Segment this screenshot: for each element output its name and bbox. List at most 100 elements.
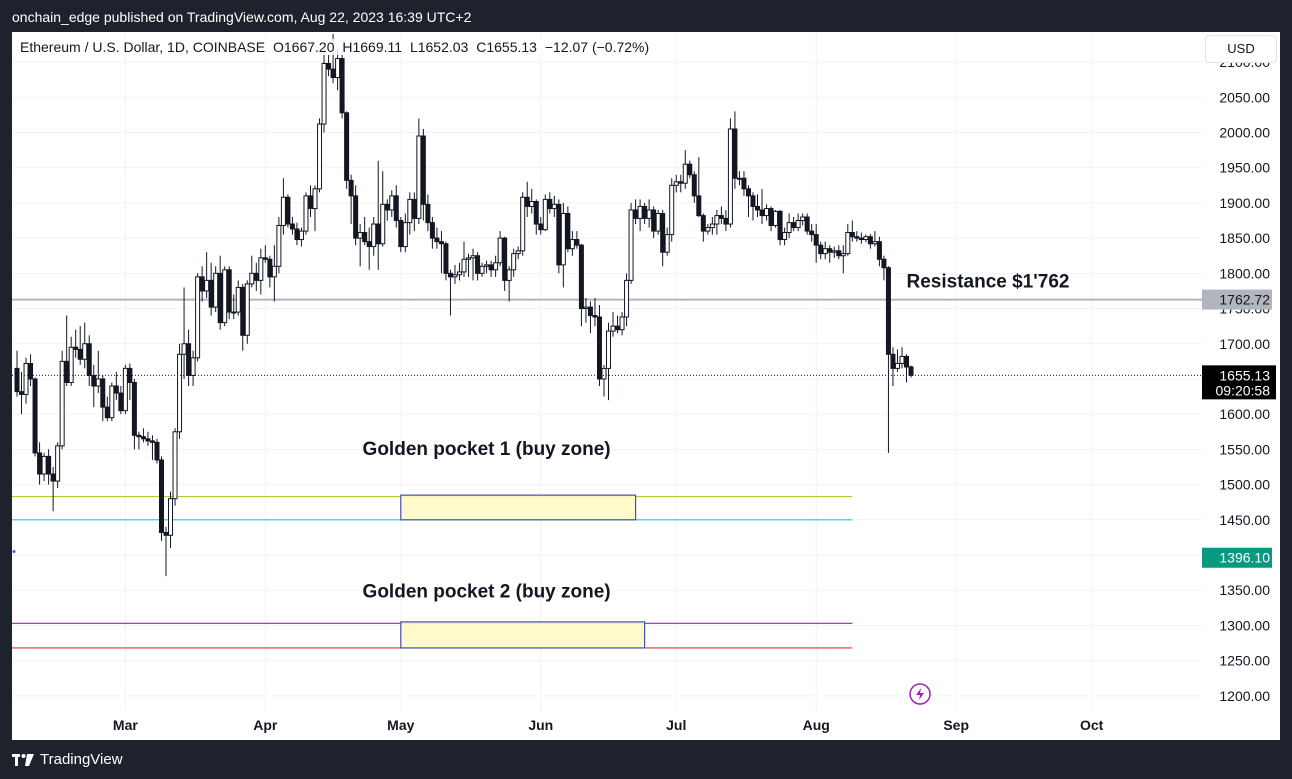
candle-body [759, 209, 765, 217]
candle-body [669, 184, 675, 236]
y-tick-label: 2050.00 [1219, 89, 1270, 105]
candle-body [131, 381, 137, 436]
candle-body [696, 195, 702, 217]
candle-body [863, 236, 869, 241]
candle-body [867, 236, 873, 245]
candle [28, 354, 34, 386]
candle-body [181, 343, 187, 355]
tradingview-logo[interactable]: TradingView [12, 751, 123, 768]
candle [317, 118, 323, 193]
lightning-icon[interactable] [909, 683, 931, 705]
candle [745, 185, 751, 217]
candle-body [393, 195, 399, 222]
candle-body [371, 223, 377, 248]
price-chart[interactable]: Resistance $1'762 Golden pocket 1 (buy zo… [12, 32, 1280, 740]
candle-body [375, 223, 381, 245]
candle-body [258, 257, 264, 281]
candle [709, 217, 715, 235]
candle-body [64, 360, 70, 383]
symbol-label[interactable]: Ethereum / U.S. Dollar, 1D, COINBASE [20, 39, 266, 55]
candle-body [466, 257, 472, 260]
x-tick-label: Apr [253, 717, 278, 733]
candle [59, 350, 65, 450]
candle [782, 227, 788, 246]
candle [700, 213, 706, 242]
candle [208, 262, 214, 316]
candle [673, 174, 679, 193]
last-price-label: 1655.13 [1219, 367, 1270, 383]
candle [583, 297, 589, 323]
candle [95, 350, 101, 394]
candle-body [330, 68, 336, 79]
candle-body [813, 234, 819, 246]
candle [470, 248, 476, 281]
candle-body [479, 265, 485, 274]
candle-body [908, 366, 914, 376]
candle [560, 202, 566, 288]
change-value: −12.07 (−0.72%) [544, 39, 650, 55]
candle [542, 194, 548, 232]
candle-body [818, 244, 824, 255]
candle [407, 192, 413, 235]
candle [818, 241, 824, 260]
candle-body [705, 227, 711, 232]
chart-frame[interactable]: Resistance $1'762 Golden pocket 1 (buy zo… [12, 32, 1280, 740]
candle [420, 128, 426, 221]
candle-body [41, 455, 47, 475]
candle [755, 194, 761, 217]
candle [64, 315, 70, 386]
candle [181, 287, 187, 379]
candle-body [673, 181, 679, 186]
candle [502, 236, 508, 291]
candle-body [425, 203, 431, 224]
candle-body [55, 445, 61, 482]
candle [750, 192, 756, 221]
candle-body [14, 367, 20, 393]
y-tick-label: 2000.00 [1219, 125, 1270, 141]
candle-body [23, 362, 29, 395]
candle [339, 51, 345, 119]
candle-body [804, 216, 810, 232]
candle [705, 224, 711, 235]
candle [362, 217, 368, 246]
y-tick-label: 1250.00 [1219, 653, 1270, 669]
marker-dot [12, 549, 16, 553]
candle [91, 364, 97, 408]
candle [718, 206, 724, 225]
candle [321, 44, 327, 133]
candle [222, 266, 228, 327]
candle-body [222, 269, 228, 324]
time-axis-bg [12, 712, 1280, 740]
candle-body [660, 212, 666, 253]
candle-body [750, 195, 756, 207]
candle [872, 231, 878, 247]
currency-button[interactable]: USD [1205, 35, 1277, 63]
x-tick-label: Jun [528, 717, 553, 733]
candle-body [569, 239, 575, 250]
candle [646, 199, 652, 228]
y-tick-label: 1600.00 [1219, 406, 1270, 422]
candle-body [68, 346, 74, 383]
candle-body [100, 378, 106, 408]
y-tick-label: 1850.00 [1219, 230, 1270, 246]
candle-body [782, 231, 788, 241]
candle-body [344, 112, 350, 181]
candle-body [700, 215, 706, 232]
candle [606, 322, 611, 401]
candle-body [664, 234, 670, 253]
candle [475, 252, 481, 281]
candle [353, 185, 359, 246]
candle-body [104, 406, 110, 419]
candle-body [177, 353, 183, 433]
x-tick-label: Jul [666, 717, 686, 733]
x-tick-label: May [387, 717, 414, 733]
candle [384, 199, 390, 221]
candle [46, 449, 52, 485]
time-axis: Mar Apr May Jun Jul Aug Sep Oct [12, 712, 1280, 740]
candle-body [484, 264, 490, 267]
y-tick-label: 1200.00 [1219, 688, 1270, 704]
candle [529, 188, 535, 214]
candle [23, 357, 29, 404]
candle-body [755, 205, 761, 211]
candle-body [411, 198, 417, 219]
